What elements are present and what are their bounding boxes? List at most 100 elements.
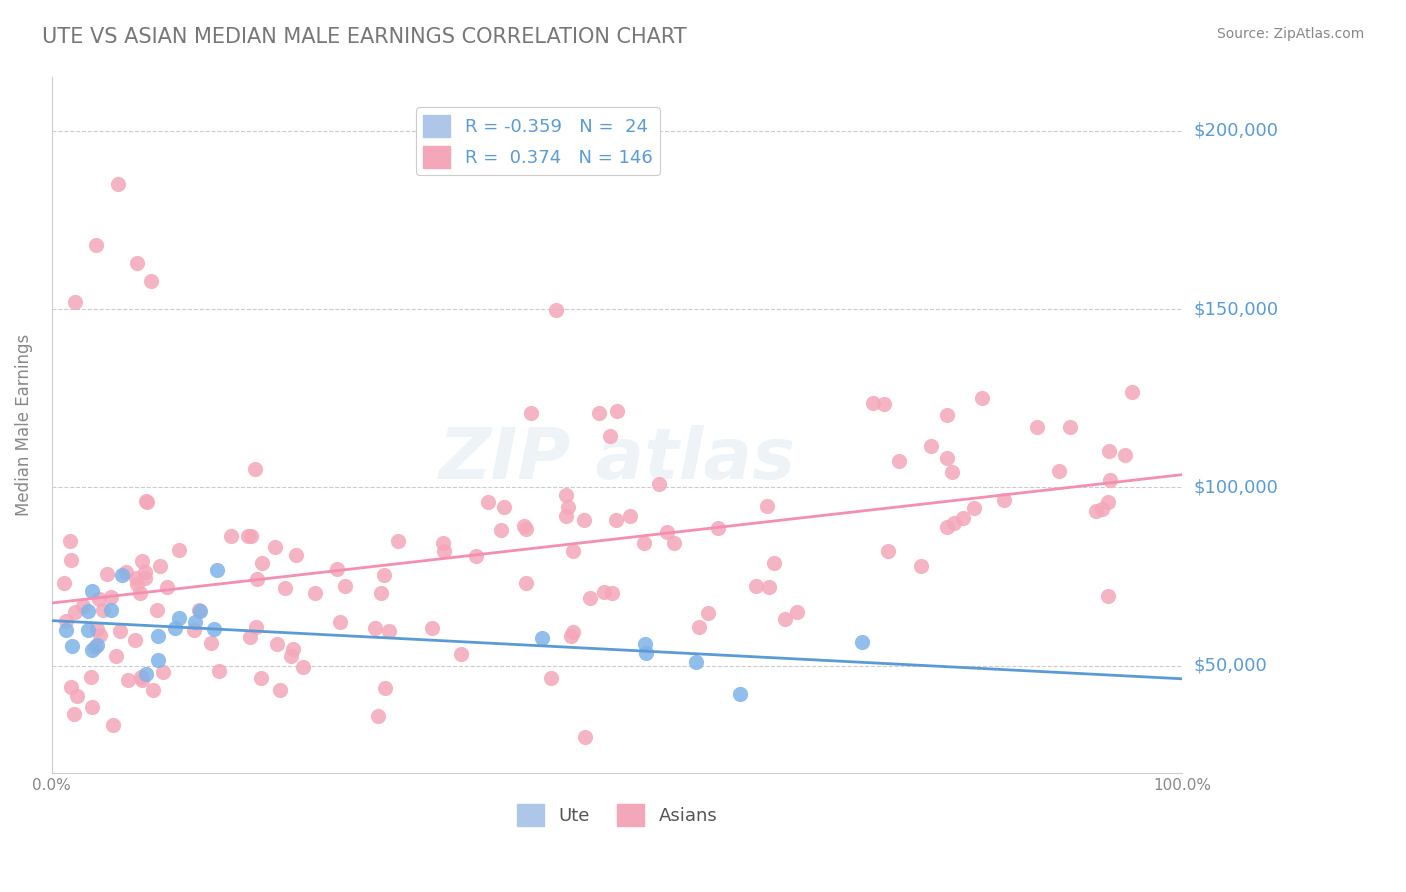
Point [100, 603, 122, 617]
Point [465, 549, 488, 564]
Point [1091, 502, 1114, 516]
Point [124, 571, 146, 585]
Text: $50,000: $50,000 [1194, 657, 1267, 674]
Point [664, 536, 686, 550]
Point [1047, 464, 1070, 478]
Point [80, 700, 103, 714]
Point [513, 519, 536, 533]
Legend: Ute, Asians: Ute, Asians [509, 797, 724, 833]
Point [555, 488, 578, 502]
Point [634, 637, 657, 651]
Point [167, 542, 190, 557]
Point [367, 708, 389, 723]
Point [579, 591, 602, 606]
Point [555, 508, 578, 523]
Point [562, 625, 585, 640]
Point [619, 509, 641, 524]
Point [329, 615, 352, 629]
Point [936, 451, 959, 466]
Point [492, 500, 515, 514]
Point [374, 681, 396, 696]
Text: $100,000: $100,000 [1194, 478, 1278, 497]
Point [76, 604, 98, 618]
Point [707, 521, 730, 535]
Point [697, 606, 720, 620]
Point [1121, 385, 1143, 400]
Point [205, 563, 228, 577]
Y-axis label: Median Male Earnings: Median Male Earnings [15, 334, 32, 516]
Point [80, 642, 103, 657]
Point [58, 534, 80, 549]
Point [920, 440, 942, 454]
Point [363, 621, 385, 635]
Point [862, 396, 884, 410]
Point [963, 501, 986, 516]
Point [107, 178, 129, 192]
Point [86, 623, 108, 637]
Point [52, 575, 75, 590]
Point [730, 687, 752, 701]
Point [91, 603, 114, 617]
Point [1099, 473, 1122, 487]
Point [249, 671, 271, 685]
Point [1097, 495, 1119, 509]
Point [370, 585, 392, 599]
Point [762, 557, 785, 571]
Point [115, 566, 138, 580]
Point [1098, 443, 1121, 458]
Point [55, 615, 77, 629]
Text: $150,000: $150,000 [1194, 301, 1278, 318]
Point [758, 580, 780, 594]
Point [86, 638, 108, 652]
Point [243, 462, 266, 476]
Point [745, 579, 768, 593]
Point [83, 640, 105, 655]
Point [1059, 420, 1081, 434]
Point [59, 680, 82, 694]
Point [72, 599, 94, 613]
Point [131, 673, 153, 688]
Point [941, 465, 963, 479]
Point [131, 554, 153, 568]
Point [943, 516, 966, 530]
Point [152, 665, 174, 680]
Point [574, 730, 596, 744]
Point [1025, 420, 1047, 434]
Point [634, 646, 657, 660]
Point [560, 628, 582, 642]
Point [80, 584, 103, 599]
Point [96, 566, 118, 581]
Point [127, 256, 149, 270]
Point [600, 586, 623, 600]
Point [433, 543, 456, 558]
Point [588, 406, 610, 420]
Point [773, 612, 796, 626]
Point [889, 454, 911, 468]
Point [146, 602, 169, 616]
Point [876, 544, 898, 558]
Point [60, 640, 83, 654]
Point [250, 557, 273, 571]
Point [515, 575, 537, 590]
Point [1085, 504, 1108, 518]
Point [420, 621, 443, 635]
Point [655, 524, 678, 539]
Point [685, 655, 707, 669]
Point [304, 586, 326, 600]
Point [935, 520, 957, 534]
Point [592, 585, 614, 599]
Point [266, 637, 288, 651]
Point [606, 404, 628, 418]
Point [245, 619, 267, 633]
Point [156, 580, 179, 594]
Point [284, 548, 307, 562]
Point [936, 408, 959, 422]
Point [263, 540, 285, 554]
Point [134, 565, 156, 579]
Point [910, 558, 932, 573]
Point [1114, 448, 1136, 462]
Point [66, 689, 89, 703]
Point [572, 513, 595, 527]
Point [557, 500, 579, 515]
Point [200, 635, 222, 649]
